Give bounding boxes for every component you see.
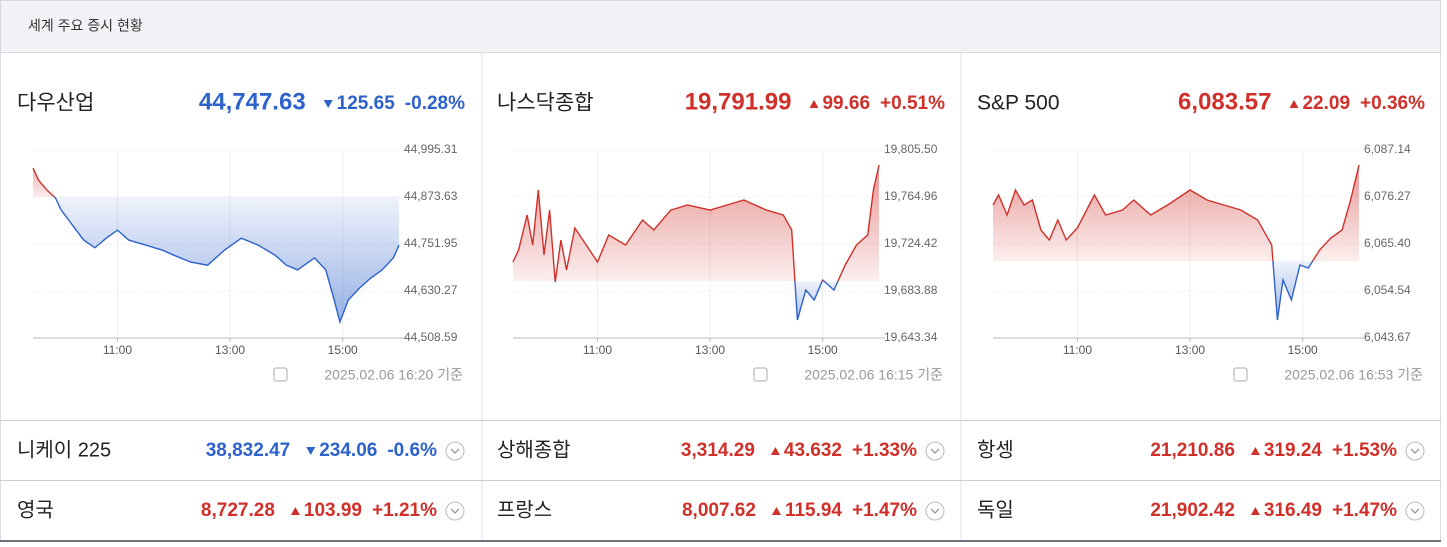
expand-button[interactable] — [1405, 501, 1425, 521]
index-change: 43.632 — [784, 440, 842, 461]
direction-arrow — [290, 507, 300, 515]
calendar-icon — [273, 367, 288, 382]
area-fill — [513, 165, 879, 320]
expand-button[interactable] — [925, 501, 945, 521]
area-fill — [993, 165, 1359, 320]
index-price: 8,727.28 — [201, 500, 275, 521]
index-change-pct: -0.28% — [405, 93, 465, 114]
calendar-icon — [1233, 367, 1248, 382]
y-tick-label: 19,805.50 — [884, 142, 938, 156]
price-line — [992, 164, 1360, 321]
index-name: 항셍 — [977, 438, 1014, 461]
x-tick-label: 13:00 — [215, 343, 245, 357]
expand-chevron — [450, 508, 460, 514]
index-price: 38,832.47 — [206, 440, 291, 461]
x-tick-label: 11:00 — [1063, 343, 1092, 357]
index-change: 125.65 — [337, 93, 396, 114]
x-tick-label: 11:00 — [103, 343, 132, 357]
y-tick-label: 6,076.27 — [1364, 189, 1411, 203]
expand-chevron — [450, 448, 460, 454]
y-tick-label: 6,087.14 — [1364, 142, 1411, 156]
expand-button[interactable] — [1405, 441, 1425, 461]
index-price: 44,747.63 — [199, 88, 306, 115]
index-change-pct: +0.36% — [1360, 93, 1425, 114]
x-tick-label: 15:00 — [808, 343, 838, 357]
expand-button[interactable] — [445, 501, 465, 521]
index-change: 99.66 — [822, 93, 870, 114]
price-line — [32, 167, 400, 325]
x-tick-label: 15:00 — [1288, 343, 1318, 357]
expand-button[interactable] — [925, 441, 945, 461]
index-price: 3,314.29 — [681, 440, 755, 461]
area-fill — [33, 168, 399, 322]
expand-chevron — [1410, 508, 1420, 514]
direction-arrow — [1289, 100, 1299, 108]
direction-arrow — [1250, 507, 1260, 515]
x-tick-label: 15:00 — [328, 343, 358, 357]
expand-chevron — [1410, 448, 1420, 454]
y-tick-label: 6,054.54 — [1364, 283, 1411, 297]
header-title: 세계 주요 증시 현황 — [28, 18, 143, 34]
index-change-pct: +1.47% — [1332, 500, 1397, 521]
y-tick-label: 19,643.34 — [884, 330, 938, 344]
index-change-pct: +1.33% — [852, 440, 917, 461]
direction-arrow — [809, 100, 819, 108]
timestamp: 2025.02.06 16:20 기준 — [324, 367, 463, 383]
index-change-pct: +1.53% — [1332, 440, 1397, 461]
index-name: 상해종합 — [497, 438, 571, 461]
y-tick-label: 19,683.88 — [884, 283, 938, 297]
y-tick-label: 6,043.67 — [1364, 330, 1411, 344]
index-change: 316.49 — [1264, 500, 1322, 521]
index-name: 나스닥종합 — [497, 92, 594, 115]
x-tick-label: 13:00 — [1175, 343, 1205, 357]
index-name: S&P 500 — [977, 92, 1060, 115]
direction-arrow — [770, 447, 780, 455]
x-tick-label: 13:00 — [695, 343, 725, 357]
direction-arrow — [323, 100, 333, 108]
y-tick-label: 44,873.63 — [404, 189, 458, 203]
index-change: 103.99 — [304, 500, 362, 521]
y-tick-label: 44,508.59 — [404, 330, 458, 344]
index-name: 프랑스 — [497, 498, 552, 521]
index-price: 8,007.62 — [682, 500, 756, 521]
y-tick-label: 44,630.27 — [404, 283, 458, 297]
expand-button[interactable] — [445, 441, 465, 461]
y-tick-label: 19,764.96 — [884, 189, 938, 203]
index-price: 19,791.99 — [685, 88, 792, 115]
x-tick-label: 11:00 — [583, 343, 612, 357]
index-change-pct: -0.6% — [387, 440, 437, 461]
direction-arrow — [771, 507, 781, 515]
timestamp: 2025.02.06 16:15 기준 — [804, 367, 943, 383]
header-bar — [0, 0, 1441, 53]
index-price: 6,083.57 — [1178, 88, 1271, 115]
index-price: 21,210.86 — [1150, 440, 1235, 461]
price-line — [512, 164, 880, 321]
y-tick-label: 44,751.95 — [404, 236, 458, 250]
y-tick-label: 19,724.42 — [884, 236, 938, 250]
index-change-pct: +0.51% — [880, 93, 945, 114]
index-change: 115.94 — [785, 500, 842, 521]
expand-chevron — [930, 508, 940, 514]
y-tick-label: 44,995.31 — [404, 142, 458, 156]
y-tick-label: 6,065.40 — [1364, 236, 1411, 250]
index-change: 234.06 — [319, 440, 377, 461]
index-name: 니케이 225 — [17, 438, 111, 461]
index-change-pct: +1.21% — [372, 500, 437, 521]
index-name: 다우산업 — [17, 92, 94, 115]
direction-arrow — [1250, 447, 1260, 455]
index-name: 독일 — [977, 498, 1014, 521]
calendar-icon — [753, 367, 768, 382]
index-change-pct: +1.47% — [852, 500, 917, 521]
index-name: 영국 — [17, 498, 54, 521]
timestamp: 2025.02.06 16:53 기준 — [1284, 367, 1423, 383]
expand-chevron — [930, 448, 940, 454]
index-change: 22.09 — [1302, 93, 1350, 114]
index-change: 319.24 — [1264, 440, 1323, 461]
index-price: 21,902.42 — [1150, 500, 1235, 521]
direction-arrow — [306, 447, 316, 455]
panel-frame — [0, 52, 1441, 542]
